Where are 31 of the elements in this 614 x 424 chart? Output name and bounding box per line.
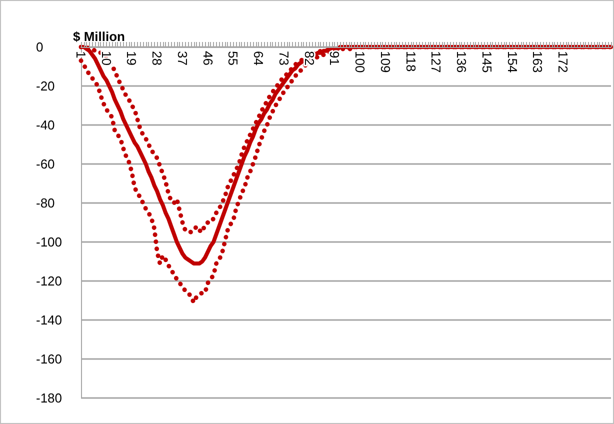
x-tick-label: 91 (327, 51, 342, 66)
x-tick-label: 55 (226, 51, 241, 66)
y-axis-title: $ Million (73, 29, 126, 44)
y-tick-label: -120 (36, 274, 62, 288)
y-tick-label: -160 (36, 352, 62, 366)
y-tick-label: -40 (36, 118, 55, 132)
x-tick-label: 37 (174, 51, 190, 66)
x-tick-label: 82 (302, 51, 317, 66)
y-tick-label: -60 (36, 156, 55, 172)
x-tick-label: 73 (276, 51, 292, 66)
x-tick-label: 145 (479, 51, 494, 73)
x-tick-label: 109 (378, 51, 393, 73)
y-tick-label: -20 (36, 78, 55, 94)
y-tick-label: -180 (36, 390, 62, 406)
y-tick-label: -80 (36, 196, 55, 210)
x-tick-label: 19 (124, 51, 140, 66)
x-tick-label: 46 (200, 51, 216, 66)
x-tick-label: 136 (454, 51, 470, 73)
x-tick-label: 28 (150, 51, 165, 66)
x-tick-label: 163 (530, 51, 546, 73)
x-tick-label: 154 (504, 51, 520, 73)
y-tick-label: -100 (36, 234, 62, 250)
y-tick-label: -140 (36, 312, 62, 328)
x-tick-label: 127 (428, 51, 444, 73)
x-tick-label: 100 (352, 51, 368, 73)
y-tick-label: 0 (36, 40, 44, 54)
x-tick-label: 10 (98, 51, 114, 66)
x-tick-label: 172 (556, 51, 571, 73)
x-tick-label: 1 (74, 51, 88, 58)
x-tick-label: 64 (251, 51, 266, 66)
x-tick-label: 118 (403, 51, 418, 72)
